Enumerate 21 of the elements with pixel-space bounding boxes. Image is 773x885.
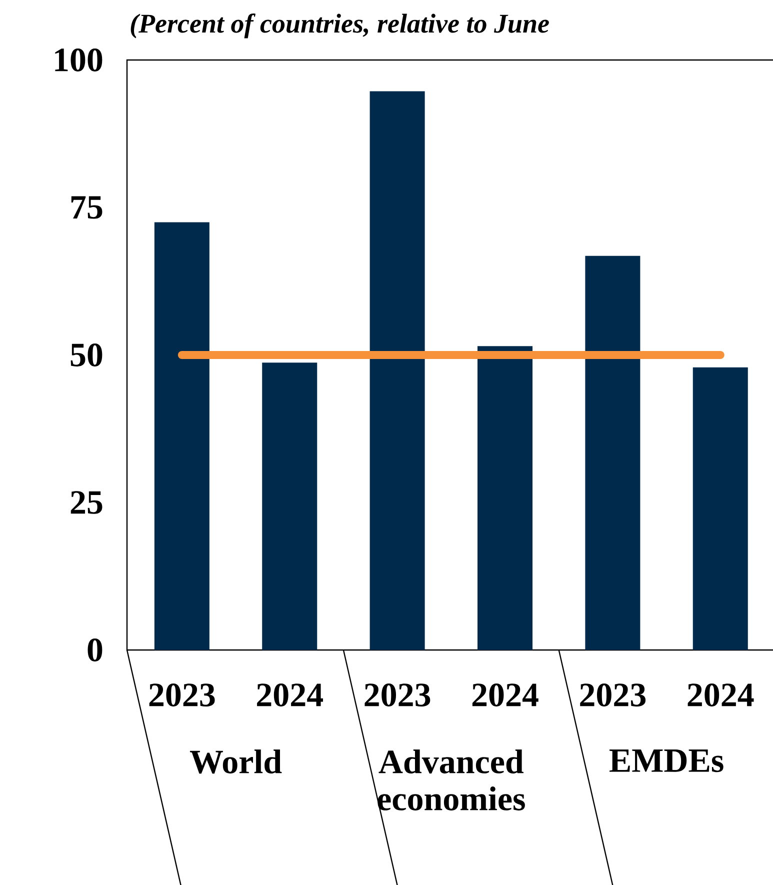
text: Advanced economies [378,750,525,810]
bar [154,222,210,650]
x-tick-label: 2024 [688,684,754,706]
y-tick-label: 50 [70,344,102,366]
x-tick-label: 2024 [257,684,323,706]
text: EMDEs [610,750,724,772]
y-tick-label: 75 [71,196,102,219]
bar [478,346,532,650]
bar [370,91,425,650]
x-tick-label: 2023 [149,684,215,706]
chart-subtitle: (Percent of countries, relative to June [130,14,549,38]
y-tick-label: 0 [88,638,102,662]
x-tick-label: 2023 [364,684,430,706]
x-tick-label: 2023 [580,684,646,706]
bar [585,256,640,650]
x-tick-label: 2024 [472,684,538,706]
y-tick-label: 25 [70,491,102,514]
y-tick-label: 100 [55,48,102,72]
bar [692,367,748,650]
bar [262,362,318,650]
text: World [190,750,282,774]
